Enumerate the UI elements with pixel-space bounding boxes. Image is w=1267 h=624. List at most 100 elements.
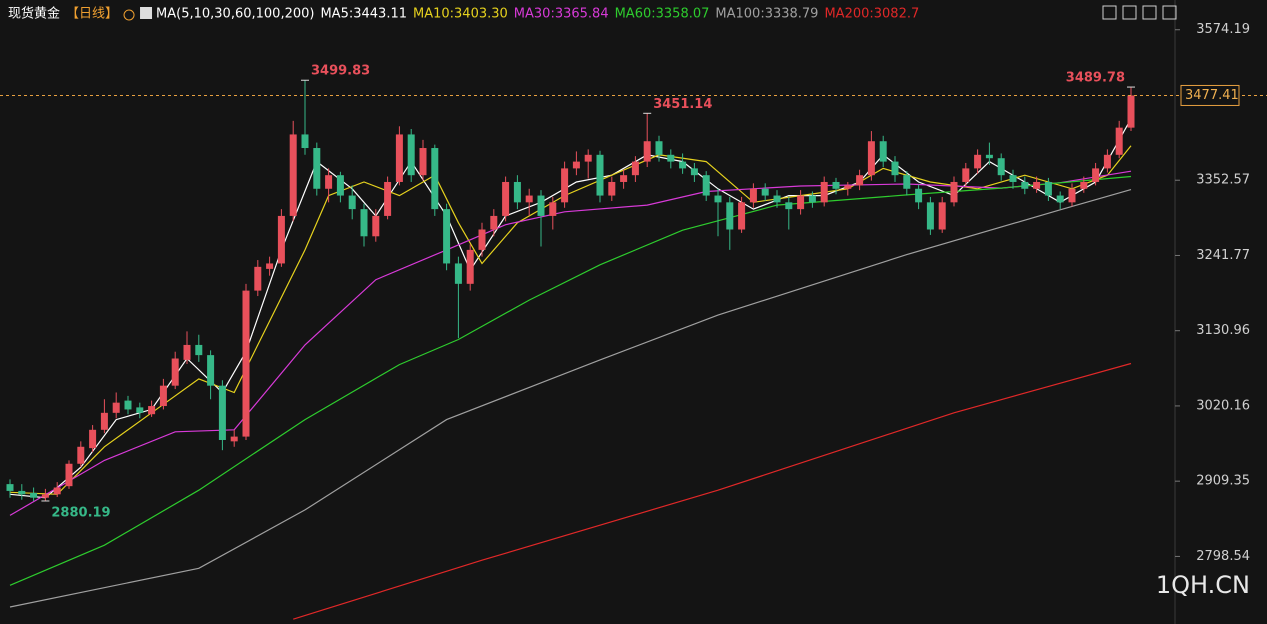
candle-body: [667, 154, 675, 162]
candle-body: [431, 148, 439, 210]
candle-body: [820, 181, 828, 203]
candle-body: [797, 195, 805, 210]
candles: [6, 80, 1135, 502]
candle-body: [702, 175, 710, 196]
candle-body: [915, 188, 923, 203]
y-tick-label: 2909.35: [1196, 474, 1250, 489]
candle-body: [6, 484, 14, 491]
candle-body: [372, 215, 380, 237]
candle-body: [832, 181, 840, 189]
candle-body: [30, 492, 38, 498]
candle-body: [867, 141, 875, 176]
candle-body: [395, 134, 403, 182]
candle-body: [242, 290, 250, 437]
candle-body: [525, 195, 533, 203]
candle-body: [407, 134, 415, 176]
candle-body: [325, 175, 333, 189]
y-tick-label: 2798.54: [1196, 549, 1250, 564]
candle-body: [985, 154, 993, 159]
candle-body: [1033, 181, 1041, 189]
candle-body: [761, 188, 769, 196]
candle-body: [891, 161, 899, 176]
candle-body: [938, 202, 946, 230]
candle-body: [856, 175, 864, 186]
candle-body: [478, 229, 486, 250]
candle-body: [655, 141, 663, 155]
candle-body: [53, 487, 61, 495]
candle-body: [207, 355, 215, 386]
candle-body: [65, 463, 73, 487]
candle-body: [124, 400, 132, 410]
candle-body: [1056, 195, 1064, 203]
candle-body: [289, 134, 297, 216]
period: 【日线】: [66, 7, 118, 22]
candle-body: [631, 161, 639, 176]
candle-body: [738, 202, 746, 230]
legend-entry: MA100:3338.79: [715, 7, 818, 22]
candle-body: [690, 168, 698, 176]
candle-body: [997, 158, 1005, 176]
candle-body: [266, 263, 274, 269]
candle-body: [844, 185, 852, 189]
candle-body: [384, 181, 392, 216]
legend-entry: MA60:3358.07: [615, 7, 710, 22]
candle-body: [100, 412, 108, 430]
candle-body: [336, 175, 344, 196]
candle-body: [1068, 188, 1076, 203]
candle-body: [785, 202, 793, 210]
candle-body: [572, 161, 580, 169]
candle-body: [1080, 181, 1088, 189]
candle-body: [195, 344, 203, 356]
icon[interactable]: [1102, 5, 1117, 20]
ma-line: [293, 362, 1132, 620]
candle-body: [183, 344, 191, 360]
candle-body: [1044, 181, 1052, 196]
icon[interactable]: [1162, 5, 1177, 20]
candle-body: [18, 490, 26, 495]
candle-body: [1103, 154, 1111, 169]
toolbar-icons[interactable]: [1102, 5, 1177, 20]
candle-body: [171, 358, 179, 386]
y-tick-label: 3574.19: [1196, 22, 1250, 37]
candle-body: [360, 209, 368, 237]
candle-body: [41, 494, 49, 498]
candle-body: [301, 134, 309, 149]
candle-body: [903, 175, 911, 189]
last-price-box: [1180, 84, 1240, 106]
candle-body: [313, 148, 321, 189]
legend-entry: MA5:3443.11: [320, 7, 407, 22]
candle-body: [513, 181, 521, 203]
watermark: 1QH.CN: [1156, 571, 1250, 599]
candle-body: [136, 407, 144, 413]
annotation-label: 3451.14: [653, 97, 712, 112]
candle-body: [454, 263, 462, 284]
last-price-label: 3477.41: [1185, 88, 1239, 103]
legend-entry: MA30:3365.84: [514, 7, 609, 22]
candle-body: [773, 195, 781, 203]
candle-body: [726, 202, 734, 230]
settings-icon[interactable]: [123, 9, 135, 21]
candle-body: [608, 181, 616, 196]
candle-body: [159, 385, 167, 407]
candle-body: [490, 215, 498, 230]
icon[interactable]: [1142, 5, 1157, 20]
candle-body: [749, 188, 757, 203]
candle-body: [148, 406, 156, 415]
title: 现货黄金: [8, 6, 60, 22]
candle-body: [466, 249, 474, 284]
annotation-label: 3499.83: [311, 64, 370, 79]
candle-body: [348, 195, 356, 210]
indicator-icon: [140, 7, 153, 19]
candle-body: [561, 168, 569, 203]
candle-body: [584, 154, 592, 162]
icon[interactable]: [1122, 5, 1137, 20]
candle-body: [1009, 175, 1017, 182]
candle-body: [1092, 168, 1100, 182]
candle-body: [277, 215, 285, 264]
candle-body: [218, 385, 226, 440]
y-tick-label: 3241.77: [1196, 248, 1250, 263]
candle-body: [714, 195, 722, 203]
y-tick-label: 3130.96: [1196, 323, 1250, 338]
